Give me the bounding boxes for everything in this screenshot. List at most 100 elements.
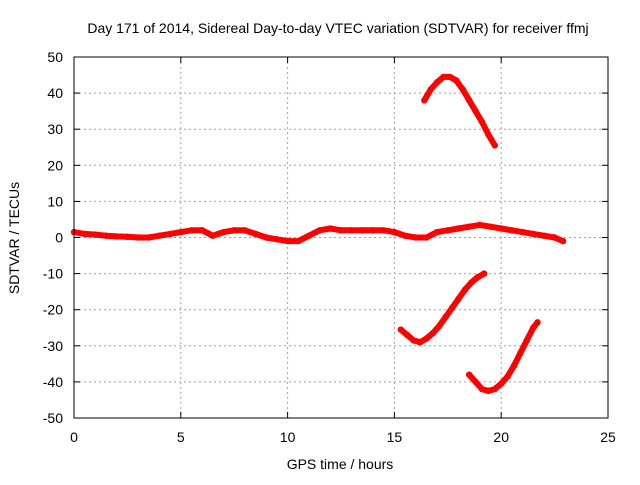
y-tick-label: -10 <box>43 266 63 282</box>
data-point <box>444 227 451 234</box>
data-point <box>199 227 206 234</box>
data-point <box>504 373 511 380</box>
y-tick-label: 10 <box>47 193 63 209</box>
data-point <box>551 234 558 241</box>
data-point <box>498 225 505 232</box>
data-point <box>534 319 541 326</box>
y-tick-label: -40 <box>43 374 63 390</box>
y-axis-label: SDTVAR / TECUs <box>6 182 22 294</box>
data-point <box>102 232 110 239</box>
x-tick-label: 20 <box>493 429 509 445</box>
data-point <box>423 234 430 241</box>
series-1 <box>421 73 498 149</box>
y-tick-label: 50 <box>47 49 63 65</box>
data-point <box>485 131 492 138</box>
data-point <box>461 286 469 293</box>
data-point <box>487 223 494 230</box>
data-point <box>466 223 473 230</box>
data-point <box>442 313 449 321</box>
data-point <box>177 228 184 236</box>
data-point <box>433 228 441 236</box>
data-point <box>81 230 88 238</box>
data-point <box>316 227 323 234</box>
data-point <box>273 236 281 243</box>
data-point <box>466 371 473 378</box>
data-point <box>295 237 302 245</box>
data-point <box>466 97 473 104</box>
x-axis-label: GPS time / hours <box>287 456 394 472</box>
data-point <box>188 227 195 234</box>
data-point <box>446 73 454 81</box>
data-point <box>485 387 492 395</box>
data-point <box>220 228 227 236</box>
grid-layer <box>74 57 608 418</box>
data-point <box>448 304 456 312</box>
data-point <box>476 221 483 229</box>
data-point <box>429 330 436 337</box>
y-tick-label: -50 <box>43 410 63 426</box>
data-point <box>412 234 419 241</box>
data-point <box>523 337 530 344</box>
data-point <box>391 228 398 236</box>
data-point <box>92 231 99 238</box>
series-3 <box>466 319 541 395</box>
x-tick-label: 15 <box>387 429 403 445</box>
x-tick-label: 10 <box>280 429 296 445</box>
data-point <box>508 227 516 234</box>
x-tick-label: 5 <box>177 429 185 445</box>
data-point <box>427 86 434 93</box>
data-point <box>124 233 131 240</box>
data-point <box>459 86 466 93</box>
data-point <box>380 227 387 234</box>
data-point <box>113 233 120 240</box>
data-point <box>498 380 505 387</box>
data-point <box>359 227 366 234</box>
data-point <box>145 234 152 241</box>
series-line <box>466 319 541 394</box>
data-point <box>263 234 270 241</box>
data-point <box>491 142 498 149</box>
data-point <box>510 362 518 369</box>
series-2 <box>397 270 488 346</box>
data-point <box>478 118 486 126</box>
data-point <box>134 234 142 241</box>
data-point <box>540 232 548 239</box>
data-point <box>478 385 486 393</box>
series-line <box>421 73 498 149</box>
data-point <box>455 225 462 232</box>
series-layer <box>70 73 567 395</box>
data-point <box>474 274 481 281</box>
data-point <box>472 108 479 115</box>
data-point <box>348 227 355 234</box>
data-point <box>369 227 377 234</box>
data-point <box>337 227 345 234</box>
y-tick-label: 20 <box>47 157 63 173</box>
data-point <box>404 331 411 339</box>
data-point <box>530 324 537 331</box>
data-point <box>423 335 430 342</box>
data-point <box>166 230 174 238</box>
data-point <box>517 349 524 357</box>
chart-title: Day 171 of 2014, Sidereal Day-to-day VTE… <box>87 20 588 36</box>
y-tick-label: 30 <box>47 121 63 137</box>
y-tick-label: 40 <box>47 85 63 101</box>
data-point <box>421 97 428 104</box>
data-point <box>410 337 417 344</box>
data-point <box>440 73 447 81</box>
data-point <box>284 237 291 245</box>
data-point <box>156 232 163 239</box>
data-point <box>241 227 249 234</box>
data-point <box>472 378 479 386</box>
data-point <box>468 279 475 286</box>
y-tick-label: -30 <box>43 338 63 354</box>
data-point <box>455 295 462 303</box>
data-point <box>209 232 216 239</box>
y-tick-label: -20 <box>43 302 63 318</box>
data-point <box>530 230 537 238</box>
data-point <box>559 237 567 245</box>
series-0 <box>70 221 567 245</box>
data-point <box>401 232 409 239</box>
data-point <box>327 225 334 232</box>
